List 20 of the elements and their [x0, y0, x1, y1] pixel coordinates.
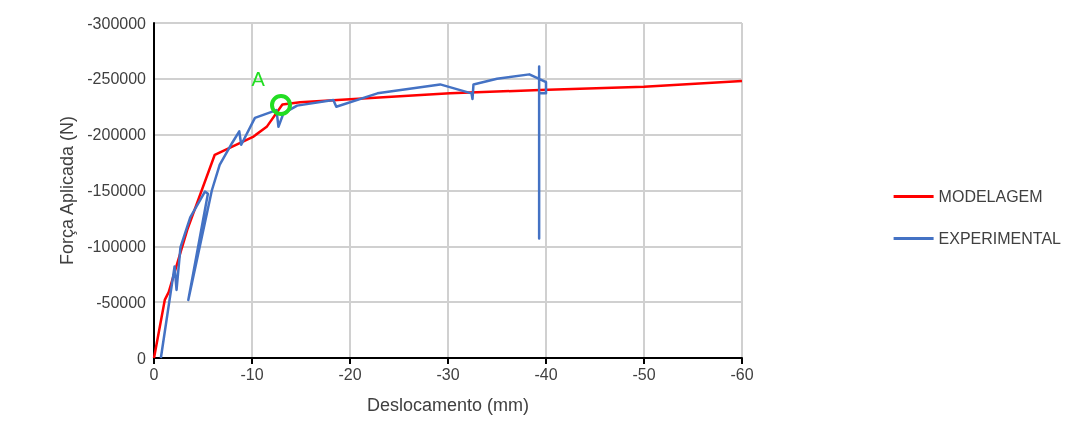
y-tick-label: -50000	[96, 293, 147, 311]
y-tick-label: -200000	[87, 126, 147, 144]
x-tick-label: -50	[632, 365, 656, 383]
x-tick-label: -20	[338, 365, 362, 383]
legend-label: MODELAGEM	[938, 188, 1043, 205]
x-tick-label: -10	[240, 365, 264, 383]
legend-label: EXPERIMENTAL	[938, 230, 1062, 247]
x-tick-label: 0	[149, 365, 159, 383]
y-tick-label: 0	[137, 349, 147, 367]
x-tick-label: -40	[534, 365, 558, 383]
y-axis-title: Força Aplicada (N)	[57, 115, 78, 266]
y-tick-label: -150000	[87, 182, 147, 199]
annotation: A	[251, 67, 266, 90]
x-axis-title: Deslocamento (mm)	[366, 395, 530, 415]
y-tick-label: -250000	[87, 70, 147, 88]
y-tick-label: -300000	[87, 14, 147, 32]
y-tick-label: -100000	[87, 237, 147, 255]
x-tick-label: -60	[730, 365, 754, 383]
x-tick-label: -30	[436, 365, 460, 383]
line-series	[159, 65, 548, 360]
